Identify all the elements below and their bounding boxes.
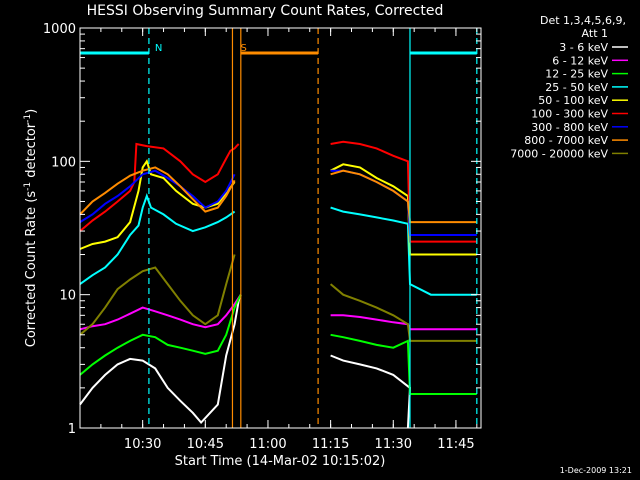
series-line-12-25-kev [79,294,242,376]
y-tick-label: 10 [59,289,76,304]
y-axis-label: Corrected Count Rate (s-1 detector-1) [23,109,39,347]
footer-timestamp: 1-Dec-2009 13:21 [560,466,632,475]
series-line-100-300-kev [79,142,240,232]
x-tick-label: 11:00 [249,437,286,452]
series-line-25-50-kev-b [330,206,477,296]
series-line-300-800-kev-b [330,169,477,236]
x-tick-label: 10:45 [187,437,224,452]
y-tick-label: 1 [68,422,76,437]
series-line-3-6-kev [79,294,242,425]
x-axis-label: Start Time (14-Mar-02 10:15:02) [175,454,386,469]
series-line-800-7000-kev-b [330,169,477,224]
legend-header-line1: Det 1,3,4,5,6,9, [540,14,626,27]
y-tick-label: 1000 [43,22,76,37]
series-line-6-12-kev [79,294,242,331]
legend-label-25-50-kev: 25 - 50 keV [545,81,608,94]
x-tick-label: 11:30 [375,437,412,452]
legend-label-800-7000-kev: 800 - 7000 keV [524,134,608,147]
series-line-800-7000-kev [79,166,236,216]
legend-label-6-12-kev: 6 - 12 keV [552,54,608,67]
series-line-100-300-kev-b [330,140,477,243]
y-tick-label: 100 [51,155,76,170]
series-line-50-100-kev-b [330,163,477,256]
x-tick-label: 11:15 [312,437,349,452]
chart-title: HESSI Observing Summary Count Rates, Cor… [87,3,444,19]
plot-frame [79,27,482,429]
series-line-7000-20000-kev [79,254,236,336]
series-line-3-6-kev-b [330,354,412,429]
legend-label-50-100-kev: 50 - 100 keV [538,94,608,107]
annotation-s: S [240,43,246,54]
y-axis-ticks: 1 10 100 1000 [43,22,481,437]
legend-label-12-25-kev: 12 - 25 keV [545,68,608,81]
series-line-7000-20000-kev-b [329,283,477,342]
series-line-6-12-kev-b [330,314,477,331]
x-tick-label: 10:30 [124,437,161,452]
x-axis-ticks: 10:30 10:45 11:00 11:15 11:30 11:45 [79,28,478,452]
series-line-300-800-kev [79,169,236,223]
legend-label-3-6-kev: 3 - 6 keV [559,41,608,54]
legend-label-7000-20000-kev: 7000 - 20000 keV [510,147,608,160]
x-tick-label: 11:45 [437,437,474,452]
series-line-50-100-kev [79,159,236,250]
legend-label-100-300-kev: 100 - 300 keV [531,108,608,121]
legend-label-300-800-kev: 300 - 800 keV [531,121,608,134]
series-line-12-25-kev-b [330,333,477,395]
legend-header-line2: Att 1 [582,27,608,40]
annotation-n: N [155,43,162,54]
